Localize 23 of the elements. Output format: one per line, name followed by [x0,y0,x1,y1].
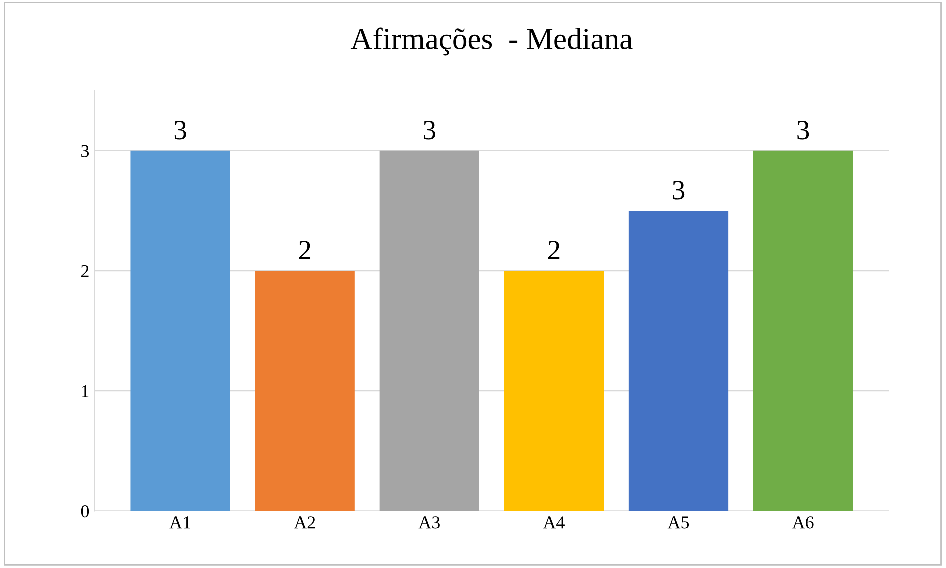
chart-title: Afirmações - Mediana [350,28,633,56]
bar [504,271,604,512]
bar [628,210,729,512]
x-tick-label: A1 [170,516,190,529]
y-tick-label: 2 [82,265,89,278]
x-tick-label: A5 [668,516,690,529]
bar [753,150,854,512]
bar [380,150,480,512]
x-tick-label: A3 [418,516,440,529]
data-label: 2 [299,241,311,260]
data-label: 3 [424,121,436,140]
data-label: 3 [798,121,810,140]
y-tick-label: 0 [81,505,90,518]
bar [255,271,355,512]
y-tick-label: 3 [82,145,90,158]
bar [130,150,230,512]
x-tick-label: A2 [294,516,316,529]
y-tick-label: 1 [82,385,89,398]
data-label: 2 [548,241,560,260]
data-label: 3 [174,121,186,140]
data-label: 3 [673,181,685,200]
x-tick-label: A4 [543,516,565,529]
x-tick-label: A6 [792,516,814,529]
